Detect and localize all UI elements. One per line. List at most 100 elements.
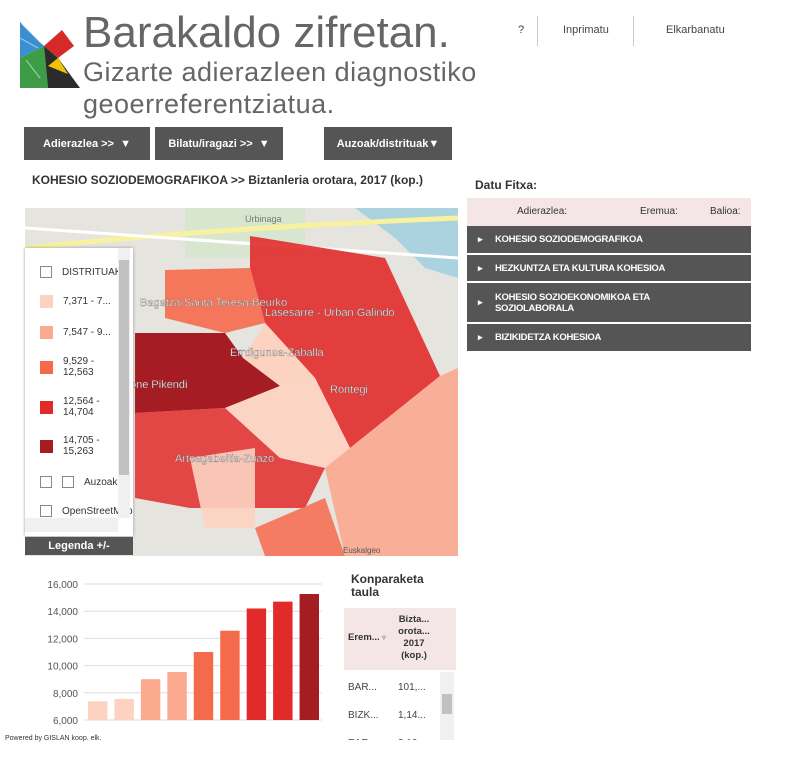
legend-item: 9,529 - 12,563 xyxy=(40,356,100,378)
scrollbar[interactable] xyxy=(118,248,130,518)
panel-header: Adierazlea: Eremua: Balioa: xyxy=(467,198,751,226)
legend-item[interactable]: OpenStreetMap xyxy=(40,505,133,517)
legend-label: DISTRITUAK xyxy=(62,266,122,278)
legend-label: Auzoak xyxy=(84,476,118,488)
header-text: 2017 xyxy=(403,638,425,649)
logo xyxy=(19,22,80,88)
checkbox[interactable] xyxy=(62,476,74,488)
y-tick-label: 12,000 xyxy=(47,634,78,645)
legend-item[interactable]: Auzoak xyxy=(40,476,117,488)
bar xyxy=(114,698,134,720)
table-cell: 1,14... xyxy=(398,710,426,721)
table-cell: BAR... xyxy=(348,682,377,693)
legend-item: 7,547 - 9... xyxy=(40,326,111,339)
scrollbar[interactable] xyxy=(440,672,454,740)
map-label: Arteagabeitia-Zuazo xyxy=(175,453,274,465)
menu-button[interactable]: Auzoak/distrituak ▼ xyxy=(324,127,452,160)
legend-item: 7,371 - 7... xyxy=(40,295,111,308)
header-text: Bizta... xyxy=(398,614,430,625)
legend-item[interactable]: DISTRITUAK xyxy=(40,266,121,278)
legend-item: 12,564 - 14,704 xyxy=(40,396,100,418)
swatch xyxy=(40,439,53,453)
bar xyxy=(193,652,214,720)
bar xyxy=(220,630,240,720)
scroll-thumb xyxy=(442,694,452,714)
menu-label: Bilatu/iragazi >> xyxy=(168,137,253,150)
scrollbar[interactable] xyxy=(25,518,118,532)
scroll-thumb[interactable] xyxy=(119,260,129,475)
bar xyxy=(140,679,161,720)
footer: Powered by GISLAN koop. elk. xyxy=(5,735,102,742)
map-label: Rontegi xyxy=(330,384,368,396)
separator xyxy=(633,16,634,46)
header-text: orota... xyxy=(398,626,430,637)
map-label: one Pikendi xyxy=(130,379,188,391)
swatch xyxy=(40,400,53,414)
checkbox[interactable] xyxy=(40,266,52,278)
header-text: (kop.) xyxy=(401,650,427,661)
checkbox[interactable] xyxy=(40,476,52,488)
menu-label: Auzoak/distrituak xyxy=(336,137,429,150)
print-link[interactable]: Inprimatu xyxy=(563,24,609,36)
map-label: Euskalgeo xyxy=(343,546,381,555)
category-row[interactable]: HEZKUNTZA ETA KULTURA KOHESIOA xyxy=(467,255,751,281)
map-legend: DISTRITUAK 7,371 - 7... 7,547 - 9... 9,5… xyxy=(25,248,133,536)
y-tick-label: 6,000 xyxy=(53,716,78,727)
category-row[interactable]: KOHESIO SOZIOEKONOMIKOA ETA SOZIOLABORAL… xyxy=(467,283,751,322)
map-label: Lasesarre - Urban Galindo xyxy=(265,307,395,319)
table-cell: EAE xyxy=(348,738,368,740)
swatch xyxy=(40,326,53,339)
indicator-heading: KOHESIO SOZIODEMOGRAFIKOA >> Biztanleria… xyxy=(32,173,423,187)
map[interactable]: Urbinaga Bagatza-Santa Teresa-BeurkoLases… xyxy=(25,208,458,556)
bar xyxy=(246,608,267,720)
column-header: Bizta... orota... 2017 (kop.) xyxy=(392,614,436,662)
header-text: Erem... xyxy=(348,632,380,643)
column-header: Erem... ▿ xyxy=(348,632,386,643)
bar xyxy=(88,701,108,720)
column-header: Adierazlea: xyxy=(517,206,568,217)
comparison-table: Erem... ▿ Bizta... orota... 2017 (kop.) BAR..… xyxy=(344,608,456,740)
legend-label: 7,371 - 7... xyxy=(63,296,111,307)
legend-label: 9,529 - 12,563 xyxy=(63,356,95,378)
site-title: Barakaldo zifretan. xyxy=(83,8,450,57)
column-header: Balioa: xyxy=(710,206,741,217)
legend-label: 7,547 - 9... xyxy=(63,327,111,338)
y-tick-label: 10,000 xyxy=(47,662,78,673)
site-subtitle: geoerreferentziatua. xyxy=(83,89,335,119)
category-row[interactable]: BIZIKIDETZA KOHESIOA xyxy=(467,324,751,351)
legend-toggle[interactable]: Legenda +/- xyxy=(25,537,133,555)
swatch xyxy=(40,360,53,374)
legend-label: OpenStreetMap xyxy=(62,505,133,517)
legend-label: 12,564 - 14,704 xyxy=(63,396,100,418)
map-label: Bagatza-Santa Teresa-Beurko xyxy=(140,297,287,309)
panel-title: Datu Fitxa: xyxy=(475,178,538,192)
legend-item: 14,705 - 15,263 xyxy=(40,435,100,457)
table-header: Erem... ▿ Bizta... orota... 2017 (kop.) xyxy=(344,608,456,670)
menu-label: Adierazlea >> xyxy=(43,137,114,150)
bar xyxy=(273,601,293,720)
map-label: Urbinaga xyxy=(245,214,282,224)
help-link[interactable]: ? xyxy=(518,24,525,36)
comparison-title: Konparaketa taula xyxy=(351,572,424,599)
y-tick-label: 14,000 xyxy=(47,607,78,618)
table-cell: 3,10... xyxy=(398,738,426,740)
bar xyxy=(299,594,319,720)
y-tick-label: 8,000 xyxy=(53,689,78,700)
bar-chart: 6,000 8,000 10,000 12,000 14,000 16,000 xyxy=(47,580,322,727)
table-cell: BIZK... xyxy=(348,710,379,721)
legend-label: 14,705 - 15,263 xyxy=(63,435,100,457)
share-link[interactable]: Elkarbanatu xyxy=(666,24,725,36)
menu-button[interactable]: Adierazlea >> ▼ xyxy=(24,127,150,160)
bar xyxy=(167,672,187,720)
checkbox[interactable] xyxy=(40,505,52,517)
map-label: Errdigunea-Zaballa xyxy=(230,347,324,359)
separator xyxy=(537,16,538,46)
table-cell: 101,... xyxy=(398,682,426,693)
menu-button[interactable]: Bilatu/iragazi >> ▼ xyxy=(155,127,283,160)
category-row[interactable]: KOHESIO SOZIODEMOGRAFIKOA xyxy=(467,226,751,253)
swatch xyxy=(40,295,53,308)
site-subtitle: Gizarte adierazleen diagnostiko xyxy=(83,57,477,87)
sort-icon: ▿ xyxy=(379,633,386,642)
y-tick-label: 16,000 xyxy=(47,580,78,591)
